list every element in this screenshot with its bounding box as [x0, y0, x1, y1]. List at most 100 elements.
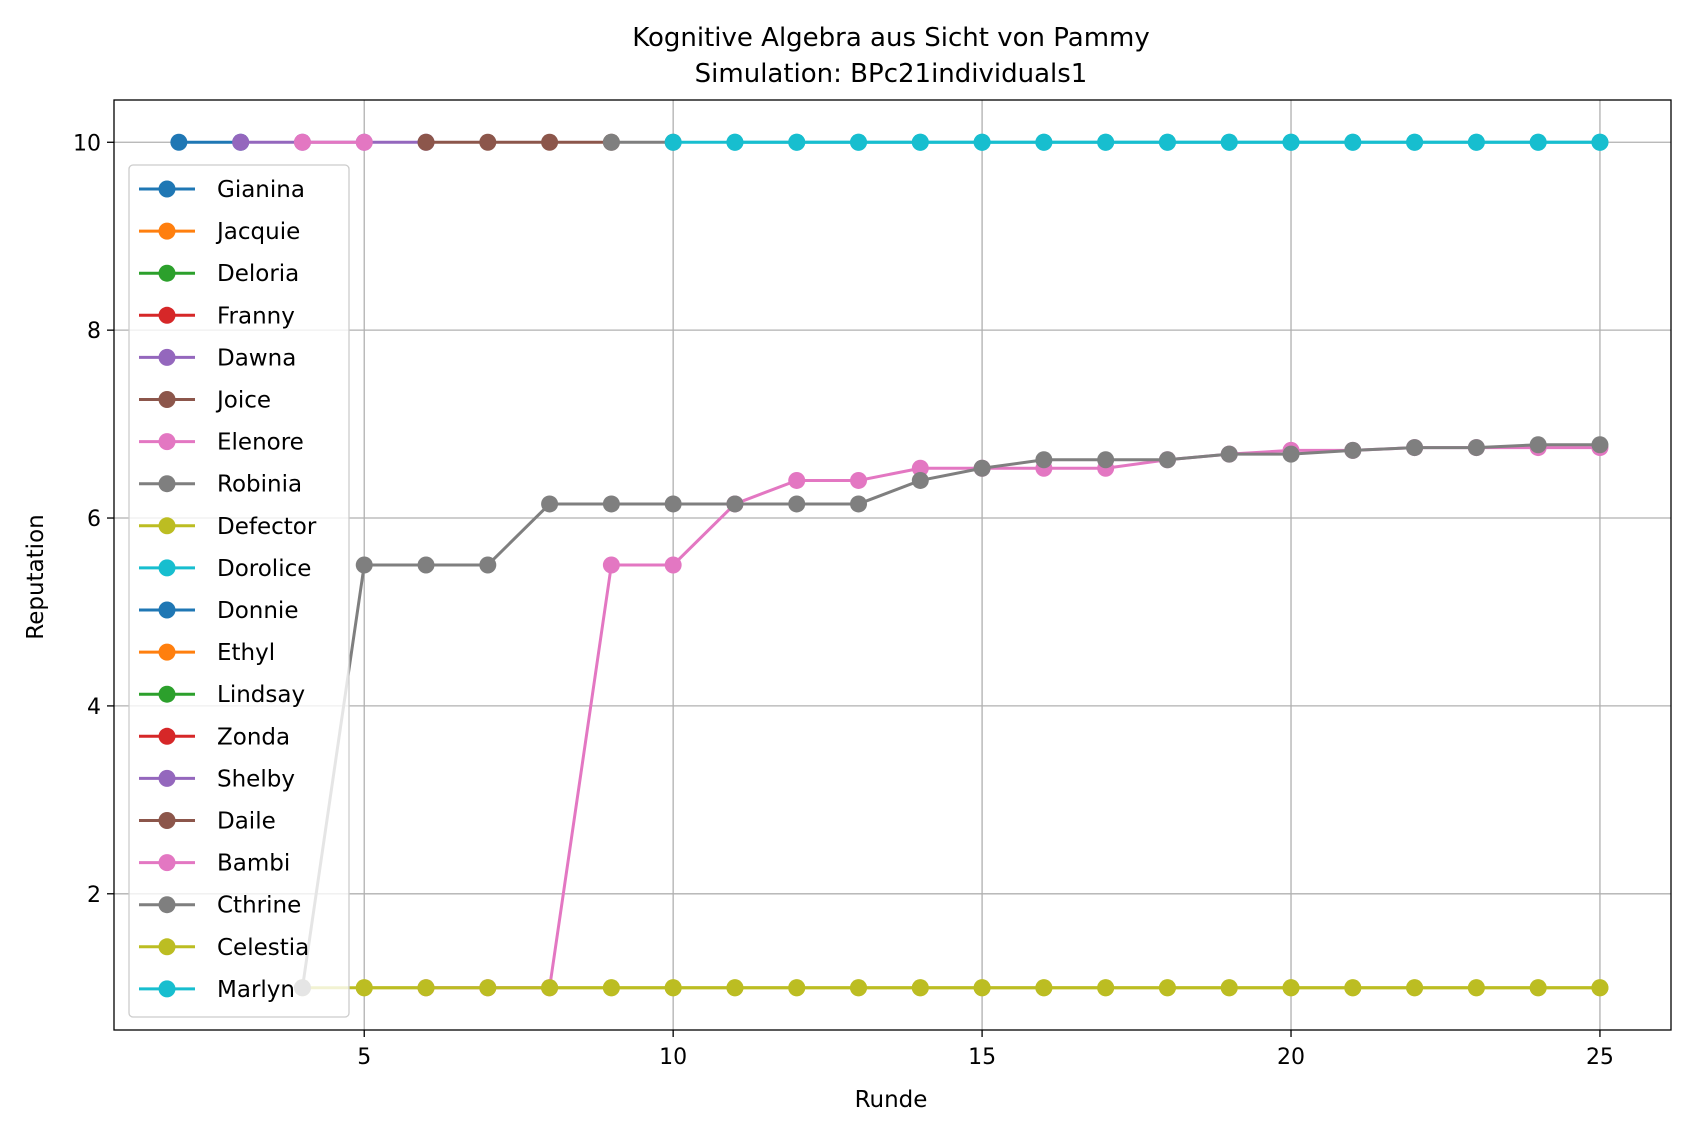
data-point [1035, 133, 1053, 151]
data-point [850, 495, 868, 513]
y-tick-label: 8 [87, 319, 101, 344]
data-point [664, 133, 682, 151]
data-point [664, 495, 682, 513]
legend-label: Cthrine [217, 893, 301, 919]
legend-box [128, 164, 350, 1018]
legend-item-cthrine: Cthrine [139, 893, 301, 919]
data-point [479, 979, 497, 997]
legend-label: Defector [217, 514, 317, 540]
y-axis: 2 4 6 8 10 [73, 131, 114, 908]
data-point [726, 979, 744, 997]
legend-item-dawna: Dawna [139, 345, 296, 371]
legend-label: Bambi [217, 851, 290, 877]
data-point [1220, 133, 1238, 151]
chart-subtitle: Simulation: BPc21individuals1 [695, 59, 1088, 89]
data-point [232, 133, 250, 151]
data-point [973, 459, 991, 477]
legend-item-elenore: Elenore [139, 430, 304, 456]
legend-label: Dawna [217, 345, 296, 371]
legend-label: Dorolice [217, 556, 311, 582]
legend-label: Zonda [217, 724, 290, 750]
data-point [1344, 441, 1362, 459]
legend-item-dorolice: Dorolice [139, 556, 311, 582]
legend-item-joice: Joice [139, 388, 271, 414]
legend: Gianina Jacquie Deloria Franny Dawna Joice Ele… [128, 164, 350, 1018]
data-point [602, 979, 620, 997]
data-point [1591, 436, 1609, 454]
x-axis: 5 10 15 20 25 [357, 1030, 1614, 1070]
legend-marker [158, 475, 176, 493]
data-point [726, 495, 744, 513]
legend-label: Jacquie [215, 219, 300, 245]
data-point [1097, 133, 1115, 151]
legend-item-bambi: Bambi [139, 851, 290, 877]
legend-marker [158, 896, 176, 914]
legend-marker [158, 264, 176, 282]
legend-label: Ethyl [217, 640, 275, 666]
legend-label: Joice [215, 388, 271, 414]
data-point [1158, 979, 1176, 997]
x-tick-label: 10 [659, 1045, 687, 1070]
legend-marker [158, 348, 176, 366]
legend-item-marlyn: Marlyn [139, 977, 295, 1003]
legend-label: Deloria [217, 261, 299, 287]
data-point [1529, 979, 1547, 997]
chart-title: Kognitive Algebra aus Sicht von Pammy [632, 23, 1150, 53]
legend-marker [158, 980, 176, 998]
series-marlyn [726, 133, 1609, 151]
data-point [479, 133, 497, 151]
data-point [664, 556, 682, 574]
legend-label: Shelby [217, 766, 295, 792]
data-point [355, 556, 373, 574]
data-point [726, 133, 744, 151]
y-tick-label: 6 [87, 507, 101, 532]
legend-marker [158, 180, 176, 198]
data-point [1035, 979, 1053, 997]
x-tick-label: 25 [1586, 1045, 1614, 1070]
series-lines [170, 133, 1609, 997]
legend-label: Franny [217, 303, 295, 329]
legend-marker [158, 517, 176, 535]
data-point [541, 133, 559, 151]
legend-marker [158, 812, 176, 829]
legend-marker [158, 433, 176, 451]
data-point [1220, 979, 1238, 997]
data-point [1591, 979, 1609, 997]
legend-label: Celestia [217, 935, 309, 961]
legend-marker [158, 222, 176, 240]
legend-marker [158, 938, 176, 956]
legend-label: Daile [217, 809, 276, 835]
data-point [417, 133, 435, 151]
data-point [911, 979, 929, 997]
x-tick-label: 20 [1277, 1045, 1305, 1070]
series-line [426, 446, 1600, 990]
data-point [417, 556, 435, 574]
data-point [170, 133, 188, 151]
data-point [1035, 451, 1053, 469]
data-point [973, 979, 991, 997]
data-point [1344, 133, 1362, 151]
series-celestia [355, 979, 1609, 997]
series-cthrine [293, 436, 1609, 997]
data-point [541, 495, 559, 513]
data-point [602, 556, 620, 574]
y-axis-label: Reputation [23, 514, 49, 639]
legend-item-daile: Daile [139, 809, 276, 835]
legend-marker [158, 769, 176, 787]
legend-label: Robinia [217, 472, 302, 498]
data-point [1406, 439, 1424, 457]
data-point [1282, 979, 1300, 997]
legend-marker [158, 854, 176, 872]
legend-marker [158, 643, 176, 661]
legend-item-gianina: Gianina [139, 177, 305, 203]
data-point [911, 471, 929, 489]
data-point [1467, 133, 1485, 151]
plot-area-frame [113, 99, 1672, 1031]
data-point [417, 979, 435, 997]
legend-marker [158, 391, 176, 408]
data-point [788, 133, 806, 151]
legend-item-zonda: Zonda [139, 724, 290, 750]
legend-item-shelby: Shelby [139, 766, 295, 792]
data-point [1097, 451, 1115, 469]
